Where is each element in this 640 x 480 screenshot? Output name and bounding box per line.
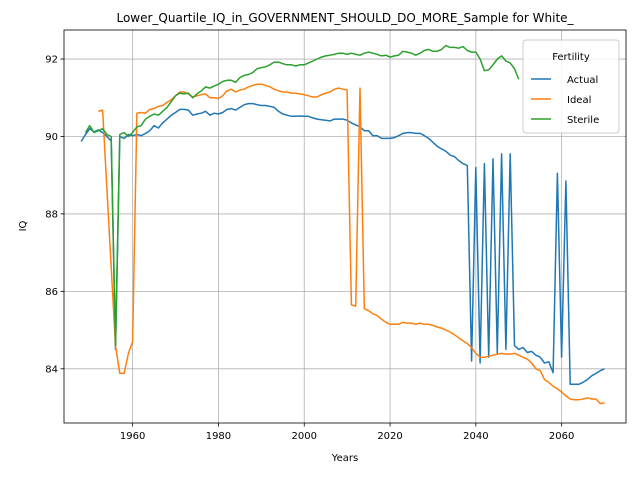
axis-ticks: 1960 1980 2000 2020 2040 2060 84 86 88 90 92 [45,55,574,442]
x-axis-label: Years [331,453,358,464]
x-tick-label: 2040 [463,431,488,442]
series-layer [80,44,605,405]
y-tick-label: 90 [45,132,58,143]
y-tick-label: 92 [45,55,58,66]
legend-items: Actual Ideal Sterile [531,75,599,126]
legend: Fertility Actual Ideal Sterile [522,39,620,134]
series-line-sterile [84,44,520,347]
chart-title: Lower_Quartile_IQ_in_GOVERNMENT_SHOULD_D… [116,11,574,25]
plot-frame [63,29,627,424]
series-line-actual [80,102,605,386]
x-tick-label: 1960 [120,431,145,442]
y-tick-label: 84 [45,364,58,375]
x-tick-label: 1980 [206,431,231,442]
legend-title: Fertility [552,52,590,63]
x-tick-label: 2000 [292,431,317,442]
x-tick-label: 2020 [377,431,402,442]
legend-box [522,39,620,134]
y-tick-label: 86 [45,287,58,298]
legend-label-actual: Actual [567,75,598,86]
legend-label-ideal: Ideal [567,95,591,106]
y-tick-label: 88 [45,209,58,220]
x-tick-label: 2060 [549,431,574,442]
legend-label-sterile: Sterile [567,115,599,126]
y-axis-label: IQ [18,220,29,231]
